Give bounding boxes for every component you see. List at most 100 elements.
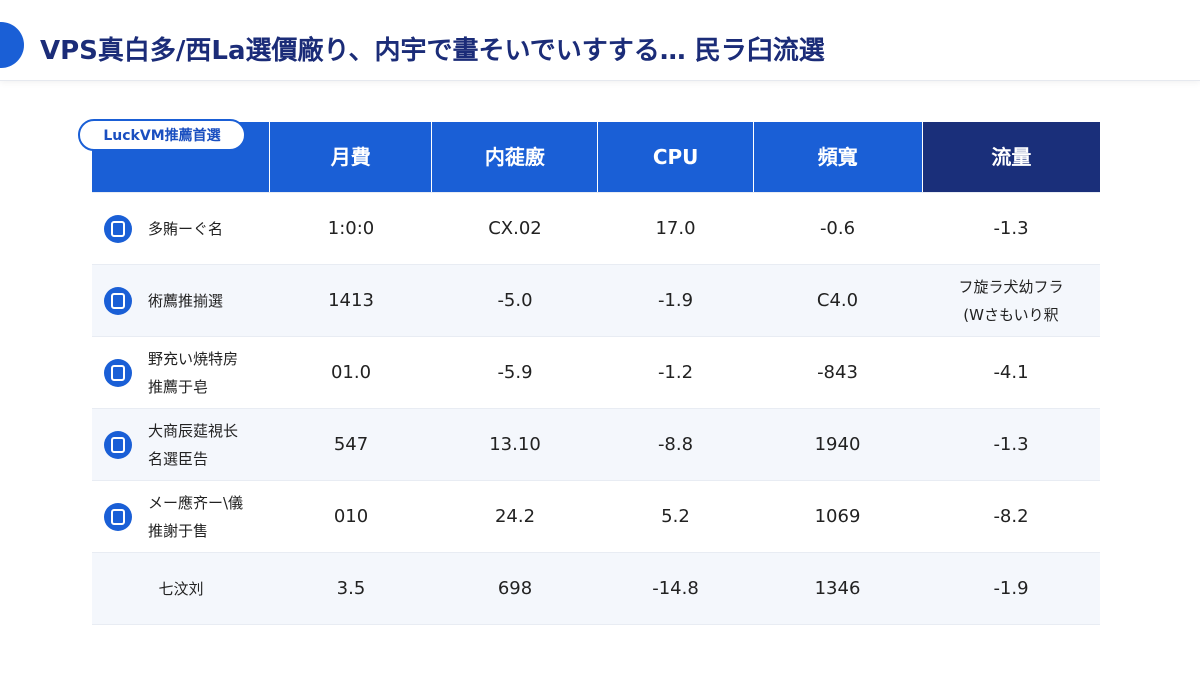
text-line: 698: [497, 577, 533, 599]
table-cell: -4.1: [922, 337, 1100, 408]
text-line: 24.2: [494, 505, 536, 527]
text-line: 13.10: [489, 433, 541, 455]
text-line: 推薦于皂: [148, 377, 209, 396]
text-line: フ旋ラ犬幼フラ: [958, 277, 1064, 296]
label-lines: 術薦推揃選: [148, 287, 223, 315]
text-line: 1346: [814, 577, 861, 599]
text-line: 多賄ーぐ名: [148, 219, 224, 238]
table-cell: -8.8: [598, 409, 753, 480]
text-line: -1.9: [657, 289, 694, 311]
text-line: 010: [333, 505, 369, 527]
text-line: -5.0: [497, 289, 533, 311]
table-cell: -5.9: [432, 337, 598, 408]
text-line: 名選臣告: [148, 449, 209, 468]
text-line: -0.6: [819, 217, 856, 239]
icon-glyph: [111, 292, 125, 309]
row-label: 七汶刘: [92, 553, 270, 624]
comparison-table: 月費 内蓰廒 CPU 頻寬 流量多賄ーぐ名 1:0:0 CX.02 17.0 -0.6 -1.3 術…: [92, 122, 1100, 625]
row-label: 大商辰莚視长 名選臣告: [92, 409, 270, 480]
text-line: 術薦推揃選: [148, 291, 224, 310]
table-cell: 698: [432, 553, 598, 624]
text-line: -8.8: [657, 433, 694, 455]
icon-glyph: [111, 220, 125, 237]
label-lines: 七汶刘: [158, 575, 203, 603]
top-bar: VPS真白多/西La選價廠り、内宇で畫そいでいすする… 民ラ臼流選: [0, 0, 1200, 81]
text-line: CX.02: [488, 217, 542, 239]
table-cell: -1.3: [922, 409, 1100, 480]
table-cell: -843: [753, 337, 922, 408]
header-cell: CPU: [597, 122, 753, 192]
text-line: 3.5: [336, 577, 366, 599]
text-line: -5.9: [497, 361, 533, 383]
text-line: -1.3: [993, 217, 1029, 239]
table-cell: 1:0:0: [270, 193, 432, 264]
table-cell: 24.2: [432, 481, 598, 552]
table-row: メー應齐ー\儀 推謝于售 010 24.2 5.2 1069 -8.2: [92, 481, 1100, 553]
row-label: 野充い焼特房 推薦于皂: [92, 337, 270, 408]
label-lines: 野充い焼特房 推薦于皂: [148, 345, 238, 401]
text-line: 七汶刘: [158, 579, 204, 598]
text-line: 野充い焼特房: [148, 349, 239, 368]
label-lines: メー應齐ー\儀 推謝于售: [148, 489, 243, 545]
icon-glyph: [111, 364, 125, 381]
table-cell: -1.9: [598, 265, 753, 336]
badge: LuckVM推薦首選: [78, 119, 246, 151]
table-cell: -5.0: [432, 265, 598, 336]
text-line: -8.2: [993, 505, 1029, 527]
table-row: 術薦推揃選 1413 -5.0 -1.9 C4.0 フ旋ラ犬幼フラ (Wさもいり釈: [92, 265, 1100, 337]
icon-glyph: [111, 508, 125, 525]
table-cell: 1413: [270, 265, 432, 336]
text-line: 547: [333, 433, 369, 455]
text-line: -4.1: [993, 361, 1029, 383]
text-line: メー應齐ー\儀: [148, 493, 244, 512]
table-cell: -14.8: [598, 553, 753, 624]
table-cell: 1940: [753, 409, 922, 480]
table-cell: 010: [270, 481, 432, 552]
table-cell: CX.02: [432, 193, 598, 264]
table-cell: 547: [270, 409, 432, 480]
table-cell: 17.0: [598, 193, 753, 264]
text-line: -1.9: [993, 577, 1029, 599]
row-icon: [104, 358, 132, 387]
header-cell: 月費: [269, 122, 432, 192]
row-icon: [104, 502, 132, 531]
text-line: 01.0: [330, 361, 372, 383]
row-icon: [104, 214, 132, 243]
row-icon: [104, 430, 132, 459]
header-cell: 頻寬: [752, 122, 922, 192]
text-line: 大商辰莚視长: [148, 421, 239, 440]
logo-dot: [0, 22, 24, 68]
text-line: -1.2: [657, 361, 694, 383]
text-line: 5.2: [661, 505, 690, 527]
icon-glyph: [111, 436, 125, 453]
text-line: 17.0: [655, 217, 696, 239]
table-cell: 01.0: [270, 337, 432, 408]
label-lines: 多賄ーぐ名: [148, 215, 223, 243]
table-cell: -8.2: [922, 481, 1100, 552]
table-cell: -1.9: [922, 553, 1100, 624]
table-cell: -1.3: [922, 193, 1100, 264]
header-row: 月費 内蓰廒 CPU 頻寬 流量: [92, 122, 1100, 193]
table-cell: フ旋ラ犬幼フラ (Wさもいり釈: [922, 265, 1100, 336]
text-line: 推謝于售: [148, 521, 209, 540]
text-line: C4.0: [816, 289, 859, 311]
text-line: 1069: [814, 505, 861, 527]
row-label: 術薦推揃選: [92, 265, 270, 336]
text-line: -14.8: [652, 577, 699, 599]
text-line: 1940: [814, 433, 861, 455]
table-row: 多賄ーぐ名 1:0:0 CX.02 17.0 -0.6 -1.3: [92, 193, 1100, 265]
table-cell: 3.5: [270, 553, 432, 624]
text-line: (Wさもいり釈: [963, 305, 1059, 324]
text-line: -1.3: [993, 433, 1029, 455]
text-line: 1:0:0: [327, 217, 375, 239]
table-cell: -0.6: [753, 193, 922, 264]
row-icon: [104, 286, 132, 315]
header-cell: 内蓰廒: [431, 122, 598, 192]
text-line: -843: [817, 361, 858, 383]
table-cell: 13.10: [432, 409, 598, 480]
table-cell: 1346: [753, 553, 922, 624]
table-row: 七汶刘 3.5 698 -14.8 1346 -1.9: [92, 553, 1100, 625]
table-cell: 1069: [753, 481, 922, 552]
table-cell: -1.2: [598, 337, 753, 408]
